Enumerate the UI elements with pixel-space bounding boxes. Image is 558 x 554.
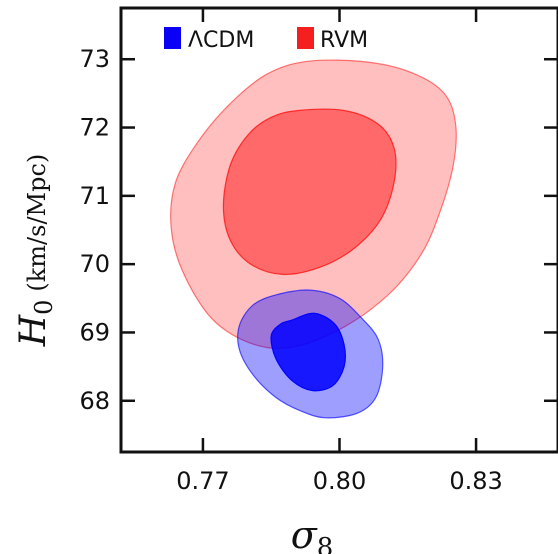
y-tick-label: 68 [79,387,110,415]
x-tick-label: 0.83 [449,467,502,495]
legend-label-lcdm: ΛCDM [188,28,254,53]
y-tick-label: 69 [79,318,110,346]
y-tick-label: 73 [79,45,110,73]
y-tick-label: 71 [79,182,110,210]
tick-layer: 68 69 70 71 72 73 0.77 0.80 0.83 [79,8,558,495]
legend-swatch-lcdm [164,27,181,49]
legend-label-rvm: RVM [320,28,368,53]
y-tick-label: 72 [79,114,110,142]
legend-swatch-rvm [297,27,314,49]
contour-lcdm-1sigma [270,312,346,392]
x-tick-label: 0.77 [176,467,229,495]
contour-layer [170,59,457,419]
y-tick-label: 70 [79,250,110,278]
legend: ΛCDM RVM [164,27,368,53]
contour-rvm-1sigma [222,108,397,276]
x-tick-label: 0.80 [313,467,366,495]
y-axis-label: H0(km/s/Mpc) [13,154,58,348]
x-axis-label: σ8 [291,513,334,554]
